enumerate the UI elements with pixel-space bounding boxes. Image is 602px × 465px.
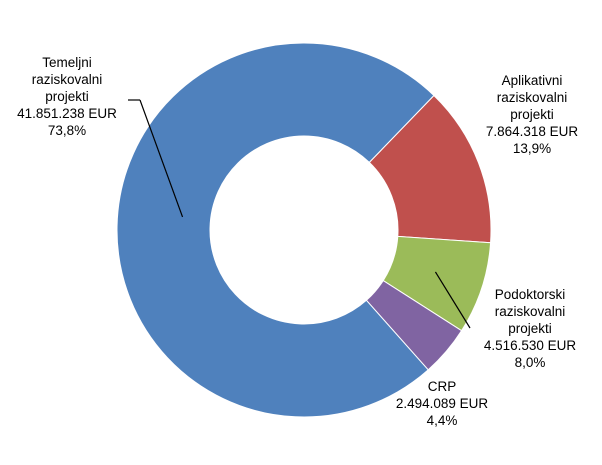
label-value: 2.494.089 EUR (395, 396, 489, 411)
leader-line (434, 271, 471, 329)
label-aplikativni: Aplikativni raziskovalni projekti 7.864.… (472, 72, 592, 157)
label-podoktorski: Podoktorski raziskovalni projekti 4.516.… (468, 286, 592, 371)
donut-slice (116, 42, 435, 418)
donut-slices (116, 42, 492, 418)
leader-line (139, 99, 184, 218)
label-percent: 13,9% (512, 141, 552, 156)
label-percent: 8,0% (514, 355, 546, 370)
label-value: 7.864.318 EUR (485, 124, 579, 139)
label-percent: 4,4% (426, 413, 458, 428)
label-temeljni: Temeljni raziskovalni projekti 41.851.23… (6, 54, 128, 139)
label-name-line: projekti (45, 89, 89, 104)
label-value: 41.851.238 EUR (17, 106, 117, 121)
leader-lines (128, 99, 471, 329)
label-name-line: raziskovalni (494, 304, 566, 319)
label-crp: CRP 2.494.089 EUR 4,4% (382, 378, 502, 429)
label-value: 4.516.530 EUR (483, 338, 577, 353)
label-name-line: CRP (427, 379, 457, 394)
label-name-line: Temeljni (42, 55, 92, 70)
label-percent: 73,8% (47, 123, 87, 138)
label-name-line: projekti (508, 321, 552, 336)
label-name-line: Podoktorski (494, 287, 566, 302)
label-name-line: raziskovalni (496, 90, 568, 105)
label-name-line: Aplikativni (501, 73, 563, 88)
label-name-line: raziskovalni (31, 72, 103, 87)
label-name-line: projekti (510, 107, 554, 122)
